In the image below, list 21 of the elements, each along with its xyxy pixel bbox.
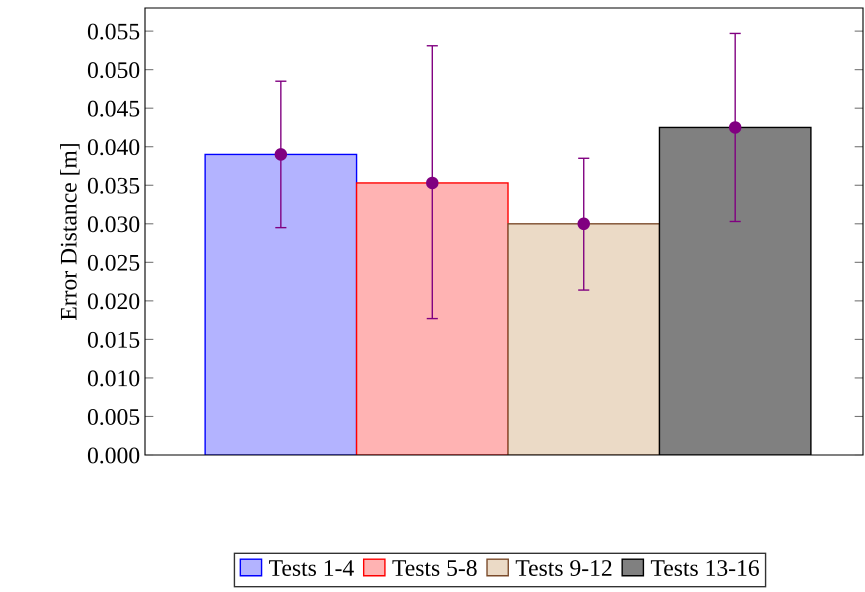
legend-label: Tests 5-8	[392, 560, 477, 576]
y-tick-label: 0.035	[88, 178, 140, 194]
y-tick-label: 0.055	[88, 24, 140, 40]
y-tick-label: 0.040	[88, 139, 140, 156]
y-tick-label: 0.010	[88, 370, 140, 386]
legend-label: Tests 13-16	[650, 560, 759, 576]
y-axis-title: Error Distance [m]	[60, 144, 80, 320]
y-tick-label: 0.015	[88, 332, 140, 348]
legend-label: Tests 9-12	[516, 560, 612, 576]
point	[577, 218, 590, 230]
y-tick-label: 0.050	[88, 62, 140, 78]
y-tick-label: 0.025	[88, 254, 140, 271]
point	[728, 121, 742, 134]
point	[274, 148, 288, 161]
y-tick-label: 0.045	[88, 100, 140, 117]
y-tick-label: 0.020	[88, 293, 140, 310]
y-tick-label: 0.000	[88, 447, 140, 464]
y-tick-label: 0.030	[88, 216, 140, 232]
y-tick-label: 0.005	[88, 408, 140, 425]
legend-label: Tests 1-4	[269, 560, 354, 576]
point	[426, 176, 439, 190]
